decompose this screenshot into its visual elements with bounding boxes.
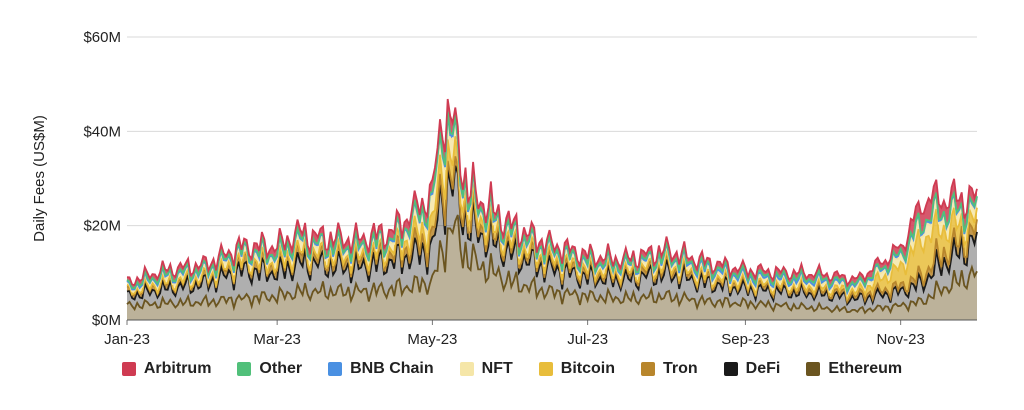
y-axis-title: Daily Fees (US$M)	[31, 115, 48, 242]
legend-swatch	[538, 362, 553, 376]
legend-swatch	[723, 362, 738, 376]
legend-item-ethereum: Ethereum	[806, 360, 902, 378]
line-arbitrum	[126, 98, 978, 288]
line-bitcoin	[126, 136, 978, 302]
legend-item-nft: NFT	[459, 360, 513, 378]
legend-swatch	[121, 362, 136, 376]
area-defi	[127, 165, 977, 313]
legend-swatch	[237, 362, 252, 376]
x-axis-ticks: Jan-23 Mar-23 May-23 Jul-23 Sep-23 Nov-23	[104, 320, 925, 348]
legend-label: Other	[259, 360, 303, 377]
legend-label: BNB Chain	[350, 360, 434, 377]
legend-swatch	[640, 362, 655, 376]
legend-swatch	[328, 362, 343, 376]
legend-swatch	[806, 362, 821, 376]
area-ethereum	[127, 215, 977, 320]
y-tick-label: $40M	[83, 123, 121, 140]
series-outlines	[126, 98, 978, 315]
line-other	[126, 111, 978, 294]
legend-item-bitcoin: Bitcoin	[538, 360, 615, 378]
y-tick-label: $0M	[92, 312, 121, 329]
legend-label: DeFi	[745, 360, 781, 377]
legend-item-arbitrum: Arbitrum	[121, 360, 212, 378]
legend-label: Bitcoin	[560, 360, 615, 377]
legend-label: Ethereum	[828, 360, 903, 377]
x-tick-label: May-23	[407, 331, 457, 348]
y-axis-ticks: $0M $20M $40M $60M	[83, 29, 121, 329]
x-tick-label: Mar-23	[253, 331, 301, 348]
legend: Arbitrum Other BNB Chain NFT Bitcoin Tron DeFi…	[0, 360, 1024, 378]
x-tick-label: Jul-23	[567, 331, 608, 348]
legend-item-tron: Tron	[640, 360, 698, 378]
y-tick-label: $60M	[83, 29, 121, 46]
line-ethereum	[126, 214, 978, 315]
legend-item-defi: DeFi	[723, 360, 781, 378]
legend-label: Tron	[662, 360, 698, 377]
legend-label: Arbitrum	[143, 360, 212, 377]
y-tick-label: $20M	[83, 218, 121, 235]
gridlines	[127, 36, 977, 227]
legend-item-other: Other	[237, 360, 302, 378]
x-tick-label: Jan-23	[104, 331, 150, 348]
legend-item-bnb-chain: BNB Chain	[328, 360, 434, 378]
line-defi	[126, 165, 978, 307]
x-tick-label: Nov-23	[876, 331, 924, 348]
legend-swatch	[459, 362, 474, 376]
x-tick-label: Sep-23	[721, 331, 769, 348]
legend-label: NFT	[481, 360, 513, 377]
